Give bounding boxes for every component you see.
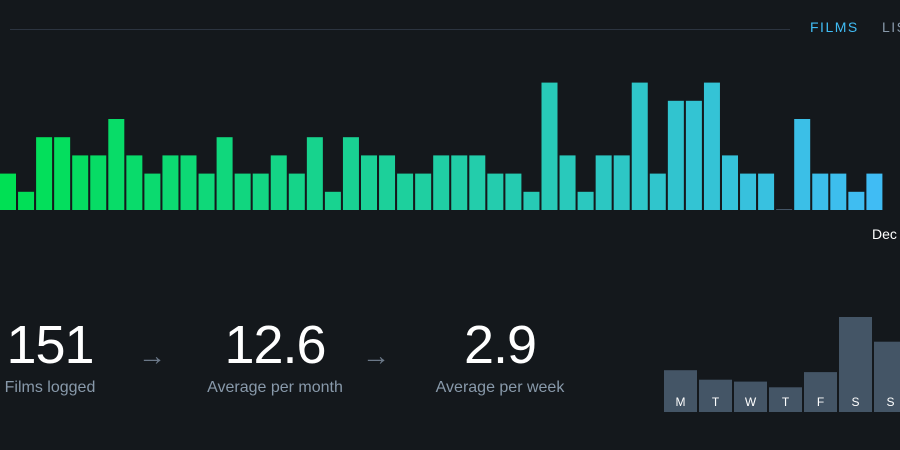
day-of-week-tick-label: S bbox=[851, 395, 859, 409]
day-of-week-tick-label: F bbox=[817, 395, 824, 409]
arrow-icon: → bbox=[362, 340, 390, 371]
arrow-icon: → bbox=[138, 340, 166, 371]
stat-average-per-month: 12.6 Average per month bbox=[195, 312, 355, 398]
weekly-bar[interactable] bbox=[487, 173, 504, 210]
date-axis-label: Dec bbox=[872, 226, 897, 242]
day-of-week-bar[interactable] bbox=[734, 381, 767, 412]
weekly-bar[interactable] bbox=[469, 155, 486, 210]
weekly-bar[interactable] bbox=[90, 155, 107, 210]
weekly-bar[interactable] bbox=[72, 155, 89, 210]
weekly-bar[interactable] bbox=[324, 191, 341, 210]
average-per-month-value: 12.6 bbox=[224, 315, 326, 375]
day-of-week-bar[interactable] bbox=[769, 387, 802, 412]
weekly-bar[interactable] bbox=[198, 173, 215, 210]
weekly-bar[interactable] bbox=[216, 137, 233, 210]
weekly-bar[interactable] bbox=[379, 155, 396, 210]
weekly-bar[interactable] bbox=[342, 137, 359, 210]
tab-lists[interactable]: LIS bbox=[882, 19, 900, 35]
weekly-bar[interactable] bbox=[397, 173, 414, 210]
weekly-bar[interactable] bbox=[812, 173, 829, 210]
films-logged-label: Films logged bbox=[4, 379, 96, 396]
weekly-bar[interactable] bbox=[144, 173, 161, 210]
films-logged-value: 151 bbox=[6, 315, 94, 375]
day-of-week-bar[interactable] bbox=[699, 379, 732, 412]
weekly-bar[interactable] bbox=[866, 173, 883, 210]
day-of-week-tick-label: S bbox=[886, 395, 894, 409]
day-of-week-bar[interactable] bbox=[664, 370, 697, 412]
weekly-bar[interactable] bbox=[559, 155, 576, 210]
weekly-bar[interactable] bbox=[848, 191, 865, 210]
day-of-week-tick-label: M bbox=[676, 395, 686, 409]
average-per-month-label: Average per month bbox=[207, 379, 343, 396]
day-of-week-tick-label: T bbox=[712, 395, 720, 409]
weekly-bar[interactable] bbox=[613, 155, 630, 210]
day-of-week-bar[interactable] bbox=[874, 341, 900, 412]
weekly-bar[interactable] bbox=[667, 100, 684, 210]
weekly-bar[interactable] bbox=[180, 155, 197, 210]
weekly-bar[interactable] bbox=[252, 173, 269, 210]
weekly-bar[interactable] bbox=[703, 82, 720, 210]
average-per-week-label: Average per week bbox=[435, 379, 565, 396]
weekly-bar[interactable] bbox=[18, 191, 35, 210]
stat-films-logged: 151 Films logged bbox=[0, 312, 100, 398]
weekly-bar[interactable] bbox=[0, 173, 16, 210]
average-per-week-value: 2.9 bbox=[463, 315, 537, 375]
day-of-week-tick-label: T bbox=[782, 395, 790, 409]
weekly-bar[interactable] bbox=[595, 155, 612, 210]
weekly-bar[interactable] bbox=[722, 155, 738, 210]
weekly-bar[interactable] bbox=[361, 155, 377, 210]
weekly-bar[interactable] bbox=[577, 191, 594, 210]
weekly-bar[interactable] bbox=[54, 137, 71, 210]
weekly-bar[interactable] bbox=[740, 173, 757, 210]
weekly-bar[interactable] bbox=[631, 82, 648, 210]
weekly-activity-chart bbox=[0, 82, 883, 210]
weekly-bar[interactable] bbox=[36, 137, 53, 210]
header-divider bbox=[10, 29, 790, 30]
weekly-bar[interactable] bbox=[830, 173, 847, 210]
weekly-bar[interactable] bbox=[685, 100, 702, 210]
weekly-bar[interactable] bbox=[126, 155, 143, 210]
weekly-bar[interactable] bbox=[433, 155, 450, 210]
weekly-bar[interactable] bbox=[451, 155, 468, 210]
weekly-bar[interactable] bbox=[758, 173, 775, 210]
weekly-bar[interactable] bbox=[288, 173, 305, 210]
weekly-bar[interactable] bbox=[794, 119, 811, 210]
weekly-bar-empty[interactable] bbox=[776, 209, 793, 210]
weekly-bar[interactable] bbox=[649, 173, 666, 210]
day-of-week-tick-label: W bbox=[745, 395, 757, 409]
weekly-bar[interactable] bbox=[270, 155, 287, 210]
weekly-bar[interactable] bbox=[541, 82, 558, 210]
weekly-bar[interactable] bbox=[415, 173, 432, 210]
weekly-bar[interactable] bbox=[523, 191, 540, 210]
weekly-bar[interactable] bbox=[108, 119, 125, 210]
weekly-bar[interactable] bbox=[306, 137, 323, 210]
day-of-week-bar[interactable] bbox=[804, 372, 837, 412]
weekly-bar[interactable] bbox=[162, 155, 179, 210]
tab-films[interactable]: FILMS bbox=[810, 19, 859, 35]
weekly-bar[interactable] bbox=[234, 173, 251, 210]
stat-average-per-week: 2.9 Average per week bbox=[425, 312, 575, 398]
day-of-week-bar[interactable] bbox=[839, 317, 872, 412]
weekly-bar[interactable] bbox=[505, 173, 522, 210]
